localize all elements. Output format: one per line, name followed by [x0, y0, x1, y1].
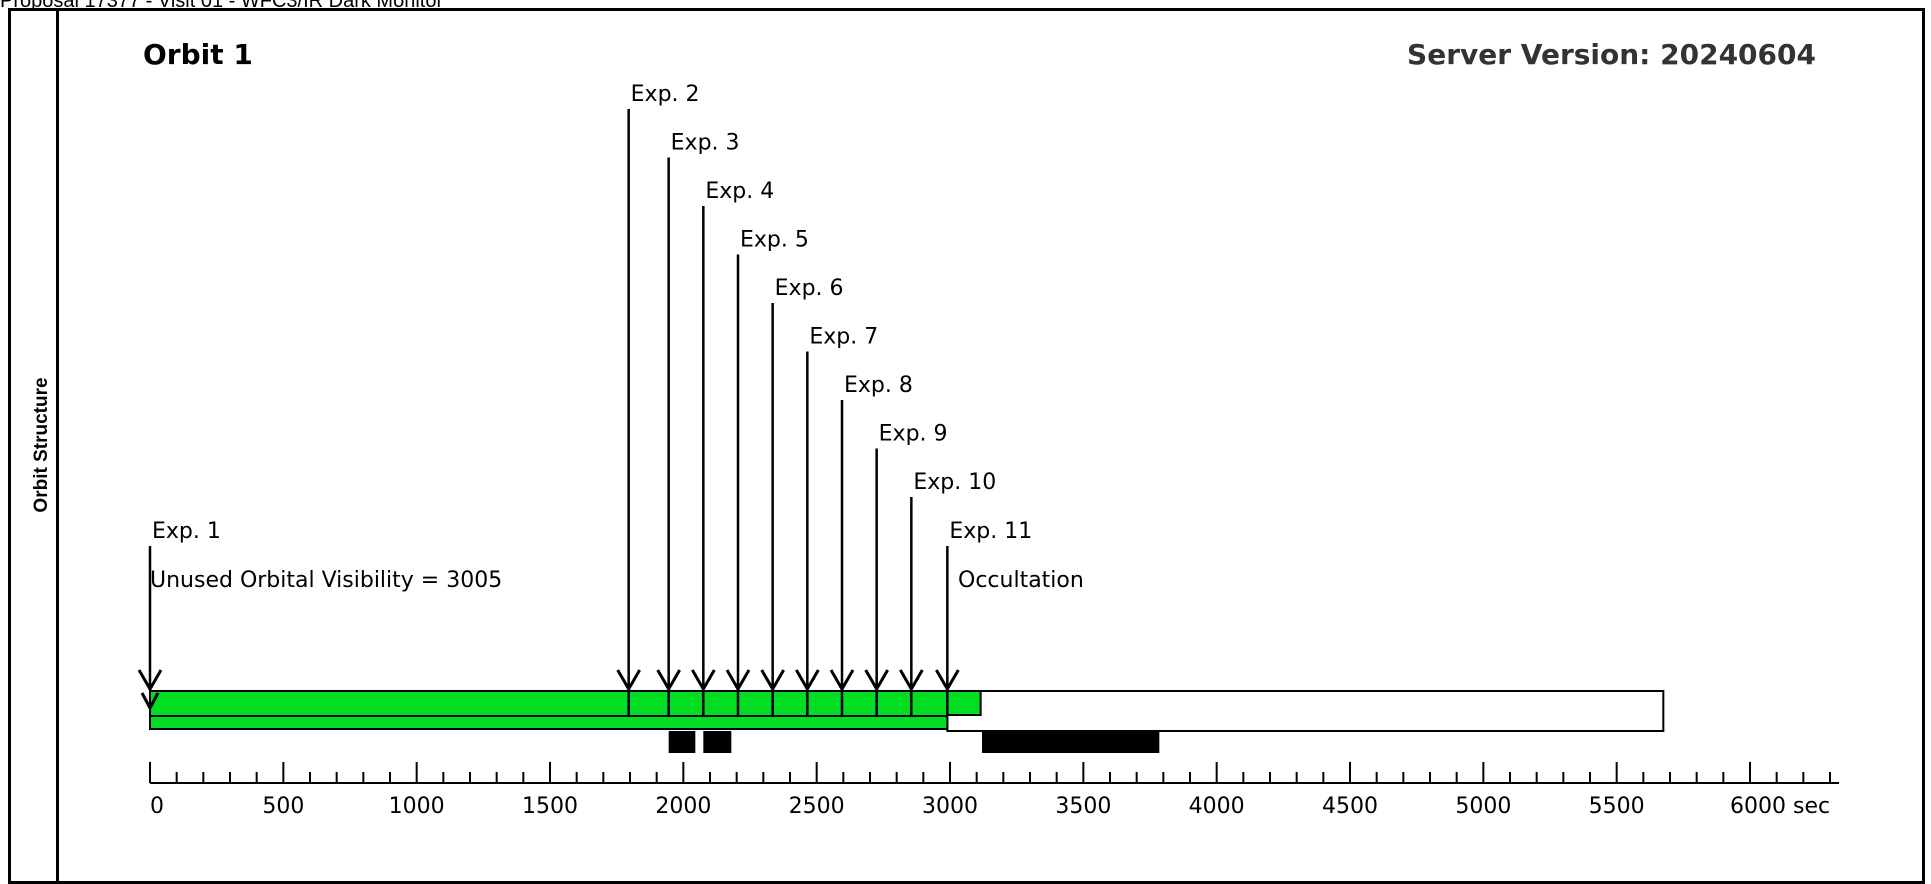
exposure-marker-3: Exp. 3 — [656, 131, 740, 716]
arrow-icon — [137, 669, 163, 692]
exposure-marker-7: Exp. 7 — [795, 325, 878, 716]
server-version: Server Version: 20240604 — [1407, 38, 1816, 71]
tick-label: 4500 — [1322, 794, 1378, 819]
exposure-label: Exp. 7 — [809, 325, 878, 350]
tick-label: 3500 — [1055, 794, 1111, 819]
tick-label: 5000 — [1455, 794, 1511, 819]
activity-block-2 — [703, 731, 732, 753]
exposure-marker-10: Exp. 10 — [899, 470, 996, 716]
exposure-marker-4: Exp. 4 — [691, 179, 774, 716]
tick-label: 0 — [150, 794, 164, 819]
exposure-label: Exp. 4 — [705, 179, 774, 204]
exposure-label: Exp. 3 — [671, 131, 740, 156]
exposure-marker-5: Exp. 5 — [725, 228, 809, 716]
tick-label: 5500 — [1589, 794, 1645, 819]
exposure-label: Exp. 9 — [879, 422, 948, 447]
occultation-bar — [946, 690, 1665, 732]
arrow-icon — [935, 669, 960, 692]
visibility-bar — [149, 690, 949, 730]
exposure-marker-8: Exp. 8 — [829, 373, 913, 716]
orbit-title: Orbit 1 — [143, 38, 253, 71]
tick-label: 500 — [262, 794, 304, 819]
arrow-icon — [760, 669, 785, 692]
tick-label: 6000 sec — [1730, 794, 1830, 819]
exposure-label: Exp. 6 — [775, 276, 844, 301]
exposure-marker-1: Exp. 1 — [137, 519, 221, 692]
tick-label: 2500 — [789, 794, 845, 819]
tick-label: 4000 — [1189, 794, 1245, 819]
time-axis: 0 500 1000 1500 2000 2500 3000 3500 4000 4500 5000… — [149, 762, 1839, 819]
side-panel: Orbit Structure — [8, 8, 59, 884]
arrow-icon — [829, 669, 855, 692]
exposure-marker-2: Exp. 2 — [616, 82, 700, 716]
arrow-icon — [140, 692, 160, 712]
arrow-icon — [899, 669, 924, 692]
exposure-label: Exp. 5 — [740, 228, 809, 253]
tick-label: 1000 — [389, 794, 445, 819]
exposure-marker-9: Exp. 9 — [864, 422, 948, 716]
timeline-bars — [149, 690, 1665, 753]
arrow-icon — [691, 669, 716, 692]
exposure-end-bar — [946, 690, 982, 716]
arrow-icon — [616, 669, 641, 692]
exposure-label: Exp. 2 — [631, 82, 700, 107]
exposure-label: Exp. 10 — [913, 470, 996, 495]
exposure-label: Exp. 8 — [844, 373, 913, 398]
occultation-label: Occultation — [958, 568, 1084, 593]
tick-label: 1500 — [522, 794, 578, 819]
activity-block-3 — [982, 731, 1160, 753]
activity-block-1 — [668, 731, 696, 753]
tick-label: 2000 — [655, 794, 711, 819]
arrow-icon — [795, 669, 820, 692]
exposure-marker-11: Exp. 11 — [935, 519, 1032, 716]
exposure-markers: Exp. 1 Exp. 2 Exp. 3 Exp. 4 Exp. 5 Exp. 6 Exp.… — [137, 82, 1032, 716]
unused-visibility-label: Unused Orbital Visibility = 3005 — [150, 568, 502, 593]
arrow-icon — [864, 669, 889, 692]
page-caption: Proposal 17377 - Visit 01 - WFC3/IR Dark… — [0, 0, 444, 12]
exposure-marker-6: Exp. 6 — [760, 276, 844, 716]
tick-label: 3000 — [922, 794, 978, 819]
arrow-icon — [725, 669, 751, 692]
arrow-icon — [656, 669, 681, 692]
exposure-label: Exp. 1 — [152, 519, 221, 544]
exposure-label: Exp. 11 — [949, 519, 1032, 544]
